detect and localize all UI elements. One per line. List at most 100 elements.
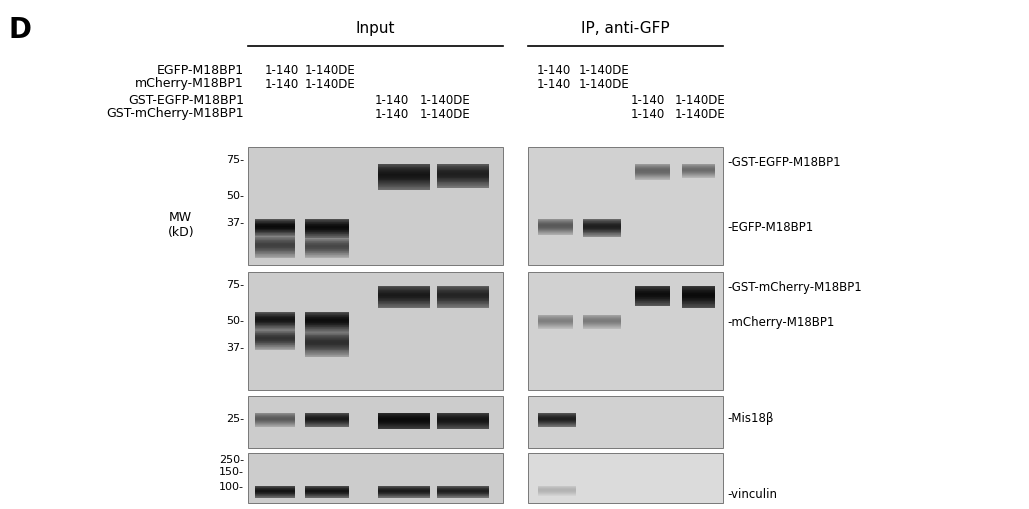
Bar <box>305 328 349 329</box>
Text: -vinculin: -vinculin <box>728 488 777 500</box>
Bar <box>305 237 349 238</box>
Text: 75-: 75- <box>226 155 244 165</box>
Bar <box>583 233 620 234</box>
Bar <box>538 220 573 221</box>
Bar <box>305 331 349 332</box>
Bar <box>635 296 670 297</box>
Bar <box>378 292 430 293</box>
Bar <box>538 221 573 222</box>
Bar <box>437 169 489 171</box>
Bar <box>378 416 430 417</box>
Bar <box>583 236 620 237</box>
Bar <box>305 325 349 326</box>
Bar <box>635 301 670 302</box>
Bar <box>437 182 489 183</box>
Text: 1-140DE: 1-140DE <box>305 64 355 76</box>
Bar <box>378 299 430 300</box>
Bar <box>682 298 715 299</box>
Bar <box>437 302 489 303</box>
Bar <box>255 320 295 321</box>
Bar <box>635 171 670 172</box>
Bar <box>437 423 489 424</box>
Bar <box>378 421 430 422</box>
Bar <box>528 453 723 503</box>
Bar <box>378 173 430 174</box>
Bar <box>255 223 295 224</box>
Bar <box>255 332 295 333</box>
Bar <box>682 289 715 290</box>
Text: -EGFP-M18BP1: -EGFP-M18BP1 <box>728 221 813 234</box>
Bar <box>255 233 295 234</box>
Bar <box>378 302 430 303</box>
Bar <box>255 340 295 341</box>
Bar <box>437 300 489 301</box>
Bar <box>255 254 295 255</box>
Bar <box>305 313 349 314</box>
Text: IP, anti-GFP: IP, anti-GFP <box>581 21 670 36</box>
Bar <box>635 302 670 303</box>
Bar <box>378 427 430 428</box>
Bar <box>538 222 573 223</box>
Bar <box>305 354 349 355</box>
Bar <box>635 289 670 290</box>
Bar <box>635 293 670 294</box>
Bar <box>305 345 349 346</box>
Bar <box>255 236 295 237</box>
Bar <box>255 323 295 324</box>
Bar <box>255 234 295 235</box>
Bar <box>437 413 489 414</box>
Bar <box>378 306 430 307</box>
Bar <box>305 222 349 223</box>
Bar <box>378 185 430 186</box>
Bar <box>378 176 430 177</box>
Bar <box>255 347 295 348</box>
Text: 75-: 75- <box>226 279 244 290</box>
Bar <box>255 237 295 238</box>
Bar <box>378 288 430 289</box>
Bar <box>305 258 349 259</box>
Bar <box>305 324 349 325</box>
Bar <box>437 188 489 189</box>
Bar <box>437 418 489 419</box>
Bar <box>255 341 295 342</box>
Bar <box>538 231 573 232</box>
Bar <box>682 300 715 301</box>
Bar <box>305 243 349 244</box>
Bar <box>255 256 295 257</box>
Bar <box>378 425 430 426</box>
Bar <box>538 226 573 227</box>
Bar <box>635 297 670 298</box>
Bar <box>583 223 620 224</box>
Bar <box>378 293 430 294</box>
Bar <box>583 219 620 220</box>
Bar <box>378 183 430 184</box>
Bar <box>305 252 349 253</box>
Text: -mCherry-M18BP1: -mCherry-M18BP1 <box>728 316 835 329</box>
Bar <box>378 181 430 182</box>
Bar <box>583 220 620 221</box>
Bar <box>437 176 489 177</box>
Bar <box>378 189 430 190</box>
Bar <box>255 225 295 226</box>
Bar <box>305 351 349 352</box>
Bar <box>378 418 430 419</box>
Bar <box>437 171 489 172</box>
Bar <box>437 427 489 428</box>
Bar <box>305 335 349 336</box>
Bar <box>682 305 715 306</box>
Text: -GST-mCherry-M18BP1: -GST-mCherry-M18BP1 <box>728 281 861 294</box>
Bar <box>635 291 670 292</box>
Bar <box>378 168 430 169</box>
Bar <box>305 235 349 236</box>
Bar <box>437 287 489 288</box>
Bar <box>437 297 489 298</box>
Bar <box>682 294 715 295</box>
Bar <box>682 304 715 305</box>
Bar <box>255 326 295 327</box>
Bar <box>583 234 620 235</box>
Bar <box>437 179 489 180</box>
Bar <box>437 304 489 305</box>
Bar <box>682 293 715 294</box>
Bar <box>305 349 349 350</box>
Bar <box>378 419 430 420</box>
